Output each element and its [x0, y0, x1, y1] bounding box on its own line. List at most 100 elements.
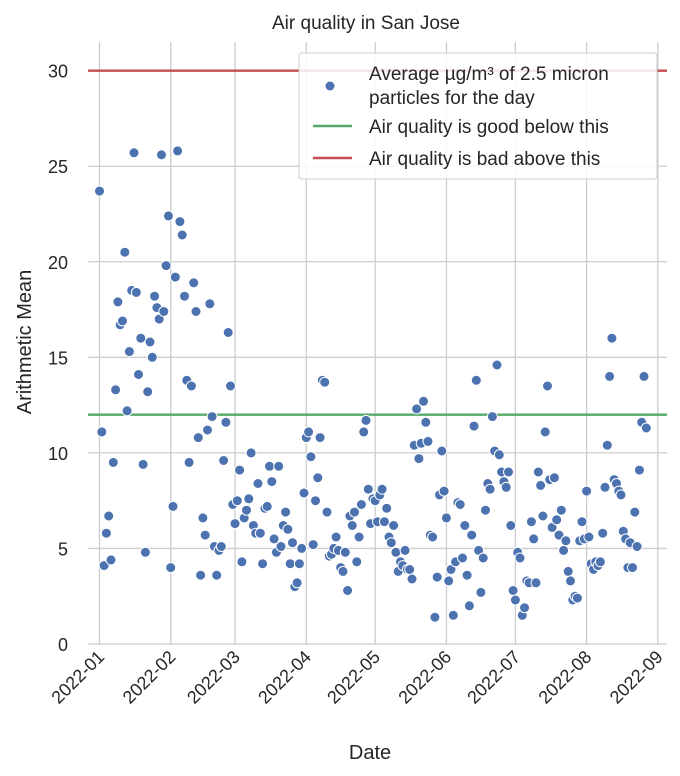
- data-point: [475, 586, 487, 598]
- chart-title: Air quality in San Jose: [272, 13, 460, 34]
- data-point: [627, 562, 638, 574]
- y-tick-label: 20: [48, 253, 68, 273]
- x-tick-label: 2022-03: [183, 647, 244, 708]
- data-point: [399, 544, 411, 556]
- x-tick-labels: 2022-01 2022-02 2022-03 2022-04 2022-05 2022-…: [47, 647, 666, 708]
- data-point: [197, 512, 209, 524]
- data-point: [312, 472, 324, 484]
- data-point: [133, 369, 144, 380]
- x-tick-label: 2022-08: [535, 647, 596, 708]
- x-tick-label: 2022-05: [323, 647, 384, 708]
- data-point: [100, 527, 112, 539]
- data-point: [461, 569, 473, 581]
- data-point: [355, 499, 367, 510]
- data-point: [638, 370, 650, 382]
- data-point: [291, 577, 303, 589]
- data-point: [390, 546, 402, 558]
- data-point: [156, 149, 167, 161]
- data-point: [519, 602, 530, 614]
- data-point: [629, 506, 641, 518]
- data-point: [264, 460, 275, 472]
- data-point: [225, 380, 236, 392]
- data-point: [211, 569, 223, 581]
- data-point: [530, 577, 542, 589]
- data-point: [463, 600, 475, 612]
- x-tick-label: 2022-06: [394, 647, 455, 708]
- data-point: [321, 506, 333, 518]
- data-point: [491, 359, 503, 371]
- data-point: [351, 556, 363, 568]
- data-point: [243, 493, 255, 505]
- data-points-layer: [94, 145, 652, 623]
- data-point: [305, 451, 317, 463]
- y-tick-label: 0: [58, 635, 68, 655]
- data-point: [310, 495, 321, 507]
- data-point: [303, 426, 315, 438]
- data-point: [103, 510, 115, 522]
- data-point: [192, 432, 204, 444]
- data-point: [220, 416, 232, 428]
- y-tick-label: 10: [48, 444, 68, 464]
- data-point: [532, 466, 544, 478]
- data-point: [477, 552, 489, 564]
- data-point: [135, 332, 147, 344]
- data-point: [123, 346, 135, 358]
- data-point: [606, 332, 618, 344]
- data-point: [183, 456, 195, 468]
- data-point: [167, 500, 179, 512]
- data-point: [486, 411, 498, 423]
- data-point: [436, 445, 448, 457]
- data-point: [195, 569, 207, 581]
- legend-label-points-line2: particles for the day: [369, 88, 535, 109]
- y-tick-label: 15: [48, 348, 68, 368]
- data-point: [551, 514, 563, 526]
- data-point: [268, 533, 280, 545]
- data-point: [174, 216, 186, 228]
- data-point: [633, 464, 645, 476]
- data-point: [413, 453, 425, 465]
- data-point: [470, 374, 482, 386]
- x-axis-label: Date: [349, 742, 391, 764]
- data-point: [493, 449, 505, 461]
- data-point: [110, 384, 122, 396]
- data-point: [360, 414, 372, 426]
- data-point: [117, 315, 128, 327]
- data-point: [480, 504, 491, 516]
- data-point: [505, 520, 517, 531]
- data-point: [514, 552, 526, 564]
- data-point: [296, 542, 308, 554]
- data-point: [218, 455, 230, 466]
- data-point: [594, 556, 606, 568]
- data-point: [94, 185, 105, 197]
- data-point: [330, 531, 342, 543]
- data-point: [298, 487, 310, 499]
- data-point: [202, 424, 213, 436]
- data-point: [149, 290, 161, 302]
- data-point: [346, 520, 358, 531]
- data-point: [342, 585, 354, 596]
- data-point: [280, 506, 292, 518]
- data-point: [422, 435, 434, 447]
- y-tick-label: 30: [48, 62, 68, 82]
- data-point: [144, 336, 156, 348]
- data-point: [206, 411, 218, 423]
- data-point: [457, 552, 468, 564]
- data-point: [229, 518, 241, 530]
- data-point: [121, 405, 133, 417]
- legend: Average µg/m³ of 2.5 micron particles fo…: [298, 52, 658, 180]
- data-point: [362, 483, 374, 495]
- legend-label-good: Air quality is good below this: [369, 117, 609, 138]
- data-point: [535, 479, 547, 491]
- x-tick-label: 2022-01: [47, 647, 108, 708]
- data-point: [418, 395, 429, 407]
- data-point: [215, 541, 227, 552]
- data-point: [234, 464, 246, 476]
- data-point: [179, 290, 190, 302]
- data-point: [438, 485, 450, 497]
- data-point: [353, 531, 365, 543]
- data-point: [160, 260, 172, 272]
- data-point: [558, 544, 570, 556]
- data-point: [275, 541, 287, 552]
- data-point: [231, 495, 243, 507]
